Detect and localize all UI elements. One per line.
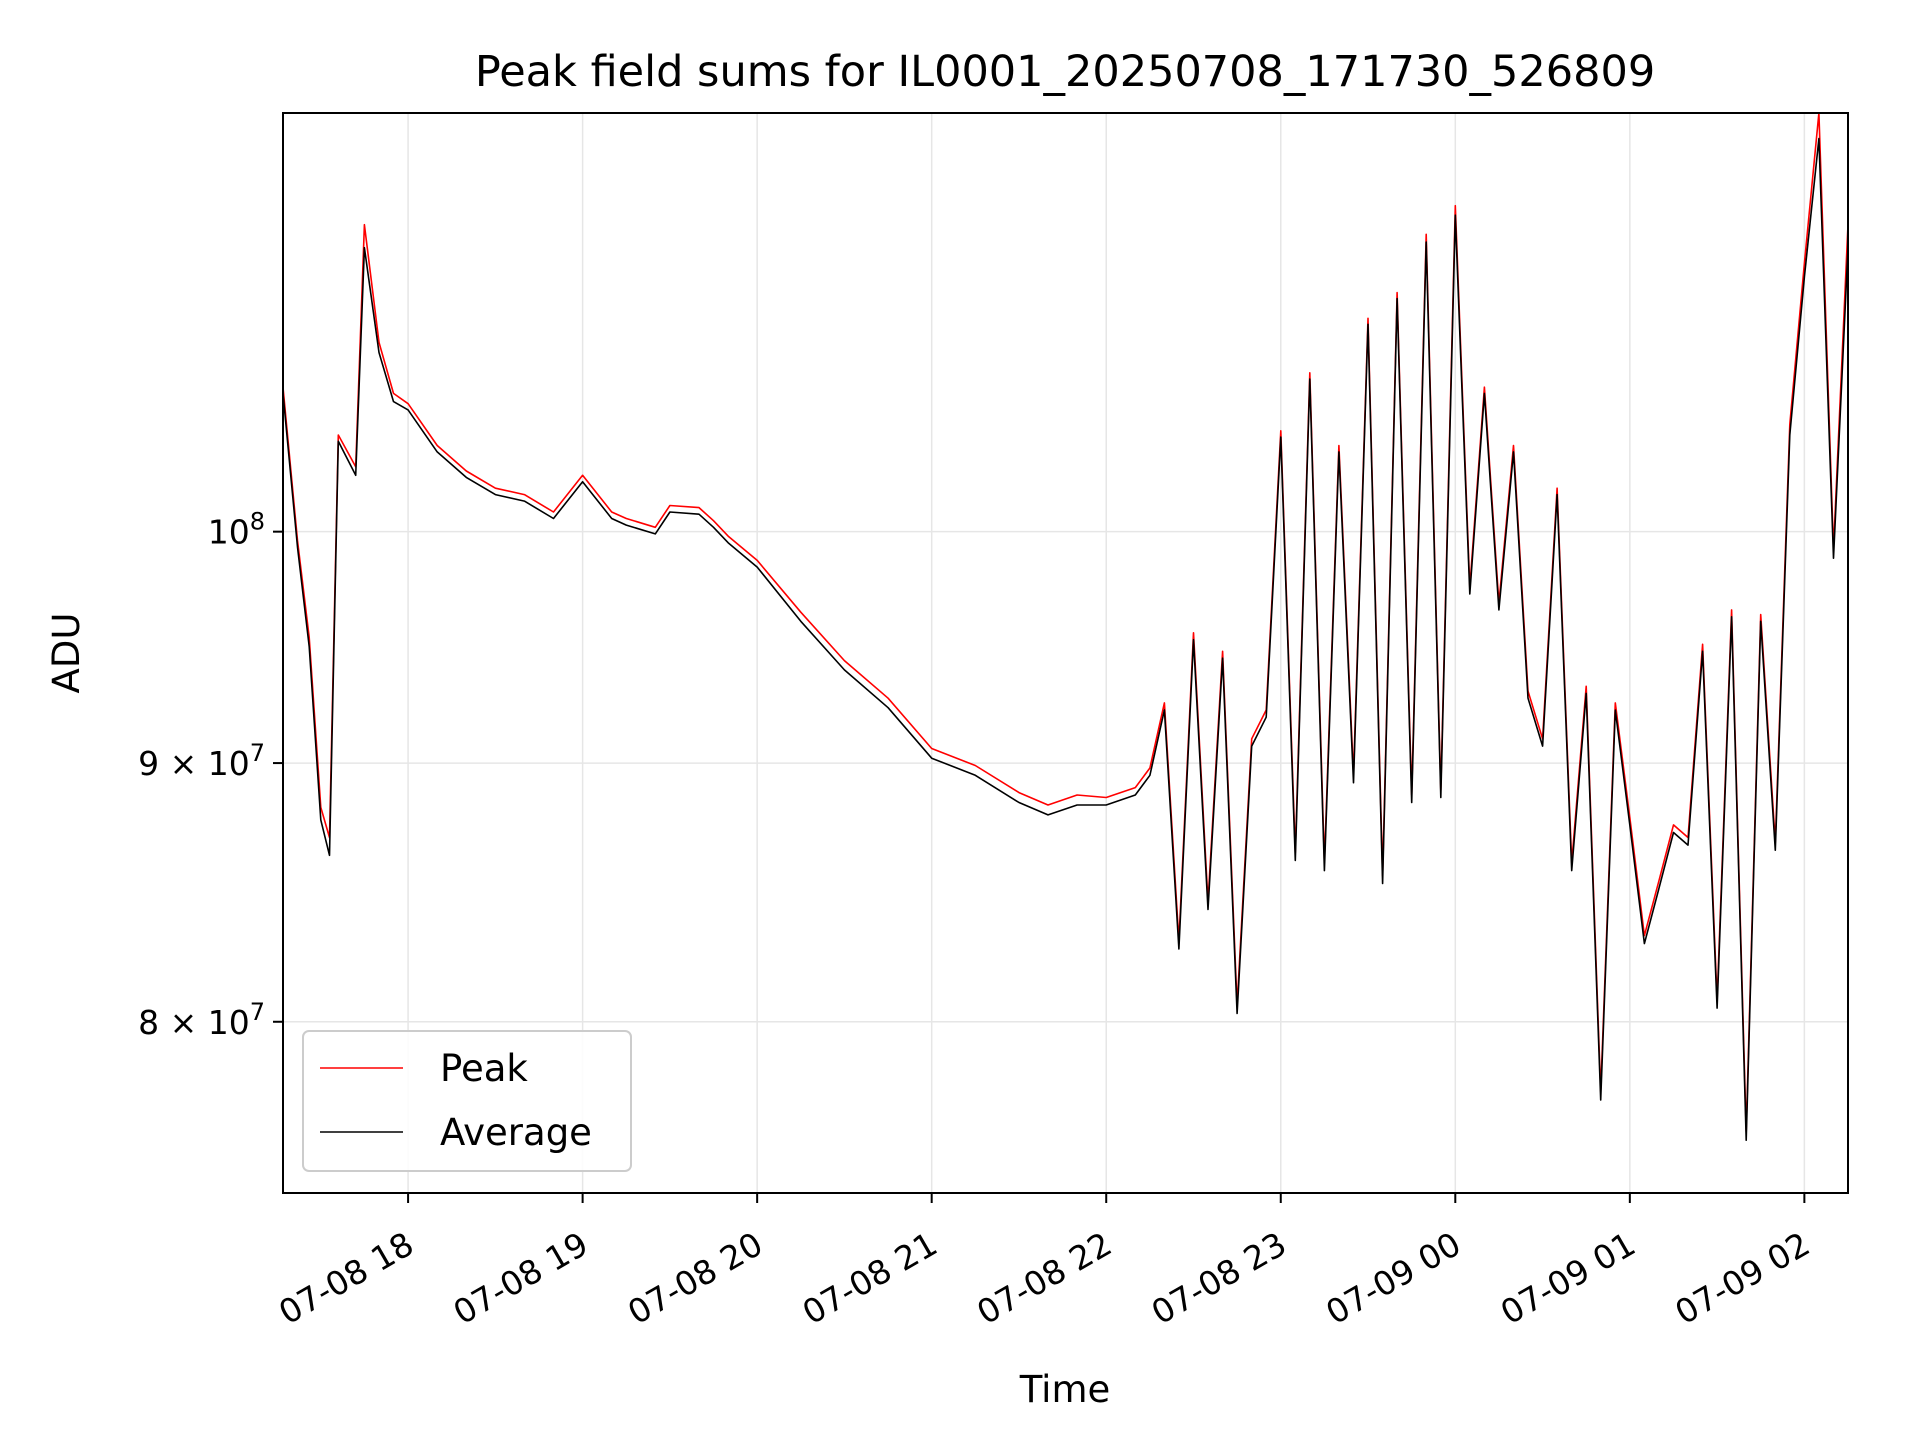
plot-frame <box>282 112 1849 1194</box>
legend: Peak Average <box>302 1030 632 1172</box>
y-tick-mantissa: 8 <box>138 1003 159 1042</box>
y-tick-exponent: 7 <box>250 998 265 1026</box>
chart-title: Peak field sums for IL0001_20250708_1717… <box>475 47 1655 97</box>
y-tick-label: 108 <box>208 508 265 552</box>
y-tick-base: 10 <box>208 1003 250 1042</box>
y-tick-mantissa: 9 <box>138 744 159 783</box>
grid <box>283 113 1848 1193</box>
y-axis-label: ADU <box>45 613 88 694</box>
series-lines <box>282 112 1849 1141</box>
y-tick-base: 10 <box>208 513 250 552</box>
y-tick-times: × <box>159 1003 208 1042</box>
legend-label-average: Average <box>440 1111 592 1154</box>
y-tick-exponent: 7 <box>250 739 265 767</box>
legend-label-peak: Peak <box>440 1047 528 1090</box>
series-line-average <box>282 137 1849 1141</box>
x-axis-label: Time <box>1019 1368 1111 1411</box>
y-tick-times: × <box>159 744 208 783</box>
y-tick-exponent: 8 <box>250 508 265 536</box>
y-tick-label: 8 × 107 <box>138 998 265 1042</box>
y-tick-base: 10 <box>208 744 250 783</box>
legend-box <box>302 1030 632 1172</box>
y-tick-label: 9 × 107 <box>138 739 265 783</box>
